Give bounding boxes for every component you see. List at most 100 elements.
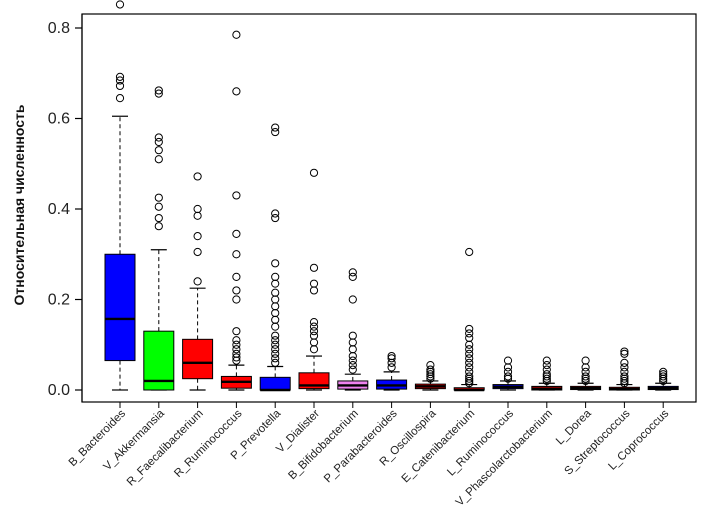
outlier-point [426,361,435,370]
outlier-point [232,229,241,238]
outlier-point [581,376,590,386]
box-L_Ruminococcus [492,356,524,391]
outlier-point [232,327,241,336]
outlier-point [348,365,357,374]
outlier-point [465,345,474,354]
outlier-point [154,133,163,142]
outlier-point [154,222,163,231]
outlier-point [232,191,241,200]
box-body [182,338,214,380]
outlier-point [154,155,163,164]
box-R_Ruminococcus [220,30,252,391]
outlier-point [271,123,280,132]
outlier-point [620,376,629,386]
outlier-point [659,370,668,379]
outlier-point [465,340,474,349]
box-S_Streptococcus [608,347,640,391]
outlier-point [115,72,125,81]
y-ticks: 0.0 0.2 0.4 0.6 0.8 [48,20,82,399]
outlier-point [193,232,202,241]
outlier-point [271,295,280,304]
outlier-point [271,279,280,288]
y-tick-label: 0.2 [48,292,70,309]
outlier-point [465,367,474,376]
outlier-point [271,272,280,281]
outlier-point [348,268,357,277]
outlier-point [581,372,590,381]
outlier-point [348,356,357,365]
outlier-point [620,347,629,356]
outlier-point [232,349,241,358]
y-axis-label: Относительная численность [11,104,27,305]
outlier-point [193,172,202,181]
outlier-point [154,137,163,147]
outlier-point [232,353,241,362]
outlier-point [271,127,280,137]
outlier-point [620,367,629,376]
outlier-point [465,363,474,372]
outlier-point [465,349,474,358]
outlier-point [115,76,125,85]
outlier-point [271,340,280,349]
outlier-point [271,213,280,223]
outlier-point [465,329,474,338]
outlier-point [309,322,319,331]
outlier-point [271,349,280,358]
outlier-point [271,322,280,331]
outlier-point [271,209,280,218]
outlier-point [387,363,396,372]
outlier-point [271,308,280,318]
x-tick-label: R_Ruminococcus [172,407,244,479]
outlier-point [503,372,513,381]
outlier-point [232,336,241,345]
outlier-point [581,367,590,376]
box-V_Akkermansia [143,86,175,391]
outlier-point [581,363,590,372]
outlier-point [271,331,280,340]
outlier-point [348,361,357,370]
y-tick-label: 0.0 [48,382,70,399]
outlier-point [542,365,551,374]
outlier-point [503,363,513,372]
box-V_Dialister [298,168,330,391]
outlier-point [465,333,474,343]
outlier-point [115,94,125,103]
outlier-point [271,336,280,345]
outlier-point [542,361,551,370]
outlier-point [503,367,513,376]
outlier-point [426,365,435,374]
boxes [104,0,679,392]
outlier-point [309,279,319,288]
outlier-point [271,354,280,363]
outlier-point [542,356,551,365]
x-tick-label: E_Catenibacterium [400,408,478,486]
outlier-point [271,345,280,354]
outlier-point [309,327,319,336]
outlier-point [387,351,396,361]
y-tick-label: 0.8 [48,20,70,37]
box-L_Dorea [570,356,602,391]
box-body [104,253,136,362]
outlier-point [271,358,280,367]
outlier-point [154,213,163,223]
outlier-point [154,89,163,98]
x-tick-label: R_Faecalibacterium [125,408,206,489]
outlier-point [154,146,163,155]
outlier-point [309,168,319,177]
outlier-point [659,372,668,381]
box-V_Phascolarctobacterium [531,356,563,391]
outlier-point [232,87,241,96]
outlier-point [271,315,280,324]
outlier-point [271,302,280,311]
box-P_Parabacteroides [376,351,408,391]
outlier-point [465,358,474,367]
outlier-point [348,272,357,281]
outlier-point [542,374,551,383]
outlier-point [232,286,241,295]
outlier-point [659,367,668,376]
outlier-point [309,286,319,295]
y-tick-label: 0.4 [48,201,70,218]
outlier-point [620,358,629,367]
outlier-point [193,277,202,286]
